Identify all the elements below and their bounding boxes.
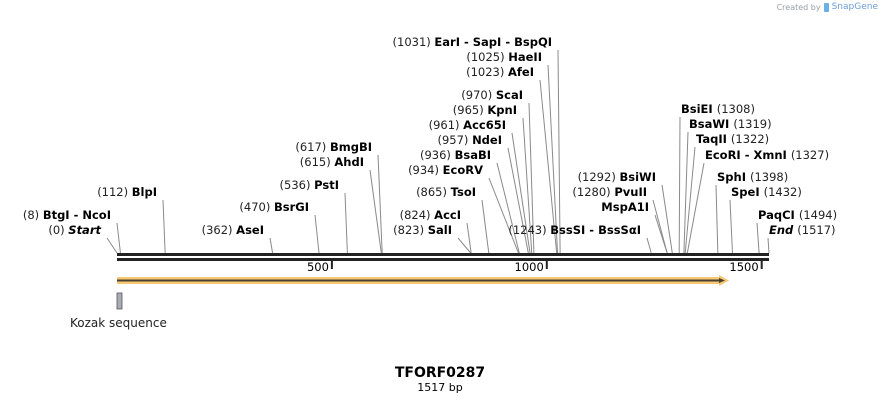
site-ndei[interactable]: (957) NdeI [437, 133, 529, 254]
svg-text:(823) SalI: (823) SalI [393, 223, 452, 237]
ruler-tick [330, 261, 333, 269]
site-eari[interactable]: (1031) EarI - SapI - BspQI [393, 35, 561, 254]
restriction-sites[interactable]: (1031) EarI - SapI - BspQI(1025) HaeII(1… [23, 35, 837, 254]
svg-text:(970) ScaI: (970) ScaI [461, 88, 523, 102]
site-tsoi[interactable]: (865) TsoI [416, 185, 490, 254]
svg-text:(957) NdeI: (957) NdeI [437, 133, 502, 147]
svg-text:(1243) BssSI - BssSαI: (1243) BssSI - BssSαI [508, 223, 641, 237]
credit-prefix: Created by [776, 2, 821, 12]
svg-text:TaqII (1322): TaqII (1322) [696, 132, 769, 146]
site-start[interactable]: (0) Start [48, 223, 118, 254]
site-haeii[interactable]: (1025) HaeII [466, 50, 559, 254]
site-btgi[interactable]: (8) BtgI - NcoI [23, 208, 121, 254]
ruler-tick [760, 261, 763, 269]
svg-text:BsiEI (1308): BsiEI (1308) [681, 102, 755, 116]
svg-text:(824) AccI: (824) AccI [400, 208, 461, 222]
site-afei[interactable]: (1023) AfeI [466, 65, 558, 254]
ruler: 500 1000 1500 [307, 260, 763, 274]
svg-text:MspA1I: MspA1I [601, 200, 649, 214]
svg-text:(865) TsoI: (865) TsoI [416, 185, 476, 199]
backbone [117, 253, 769, 261]
svg-text:(0) Start: (0) Start [48, 223, 101, 237]
svg-text:SphI (1398): SphI (1398) [717, 170, 788, 184]
site-ecorv[interactable]: (934) EcoRV [408, 163, 519, 254]
site-bsabi[interactable]: (936) BsaBI [420, 148, 520, 254]
site-acc65i[interactable]: (961) Acc65I [429, 118, 531, 254]
site-bsrgi[interactable]: (470) BsrGI [239, 200, 320, 254]
sequence-name: TFORF0287 [394, 365, 486, 381]
svg-text:(1292) BsiWI: (1292) BsiWI [578, 170, 656, 184]
svg-text:(536) PstI: (536) PstI [280, 178, 339, 192]
site-ahdi[interactable]: (615) AhdI [300, 155, 382, 254]
site-blpi[interactable]: (112) BlpI [97, 185, 166, 254]
sequence-length: 1517 bp [417, 381, 463, 394]
svg-text:(1025) HaeII: (1025) HaeII [466, 50, 542, 64]
site-bsiwi[interactable]: (1292) BsiWI [578, 170, 673, 254]
site-taqii[interactable]: TaqII (1322) [684, 132, 769, 254]
site-paqci[interactable]: PaqCI (1494) [756, 208, 837, 254]
site-pvuii[interactable]: (1280) PvuII [572, 185, 668, 254]
svg-text:(965) KpnI: (965) KpnI [453, 103, 517, 117]
svg-text:(112) BlpI: (112) BlpI [97, 185, 157, 199]
ruler-tick-label: 1000 [515, 260, 544, 274]
ruler-tick-label: 1500 [729, 260, 758, 274]
ruler-tick [545, 261, 548, 269]
svg-text:(470) BsrGI: (470) BsrGI [239, 200, 309, 214]
site-scai[interactable]: (970) ScaI [461, 88, 535, 254]
site-bsssi[interactable]: (1243) BssSI - BssSαI [508, 223, 652, 254]
site-psti[interactable]: (536) PstI [280, 178, 348, 254]
svg-text:(615) AhdI: (615) AhdI [300, 155, 364, 169]
svg-text:End (1517): End (1517) [769, 223, 836, 237]
ruler-tick-label: 500 [307, 260, 329, 274]
site-acci[interactable]: (824) AccI [400, 208, 472, 254]
svg-text:SpeI (1432): SpeI (1432) [731, 185, 802, 199]
svg-text:(934) EcoRV: (934) EcoRV [408, 163, 483, 177]
site-kpni[interactable]: (965) KpnI [453, 103, 533, 254]
site-bsiei[interactable]: BsiEI (1308) [678, 102, 755, 254]
site-sali[interactable]: (823) SalI [393, 223, 472, 254]
svg-text:(617) BmgBI: (617) BmgBI [295, 140, 372, 154]
svg-text:BsaWI (1319): BsaWI (1319) [689, 117, 772, 131]
snapgene-credit: Created by SnapGene [777, 2, 878, 12]
site-spei[interactable]: SpeI (1432) [729, 185, 802, 254]
kozak-feature-label: Kozak sequence [70, 316, 167, 330]
svg-text:(1031) EarI - SapI - BspQI: (1031) EarI - SapI - BspQI [393, 35, 552, 49]
svg-text:EcoRI - XmnI (1327): EcoRI - XmnI (1327) [705, 148, 829, 162]
snapgene-logo-icon [823, 2, 829, 12]
svg-text:(961) Acc65I: (961) Acc65I [429, 118, 506, 132]
orf-feature[interactable] [117, 275, 729, 286]
svg-text:(8) BtgI - NcoI: (8) BtgI - NcoI [23, 208, 111, 222]
svg-text:PaqCI (1494): PaqCI (1494) [758, 208, 837, 222]
site-bsawi[interactable]: BsaWI (1319) [683, 117, 772, 254]
site-ecori[interactable]: EcoRI - XmnI (1327) [686, 148, 829, 254]
kozak-feature-box[interactable] [116, 292, 123, 310]
credit-brand: SnapGene [831, 2, 878, 12]
svg-text:(1023) AfeI: (1023) AfeI [466, 65, 534, 79]
site-bmgbi[interactable]: (617) BmgBI [295, 140, 383, 254]
site-mspa1i[interactable]: MspA1I [601, 200, 668, 254]
svg-text:(936) BsaBI: (936) BsaBI [420, 148, 491, 162]
site-end[interactable]: End (1517) [767, 223, 836, 254]
site-sphi[interactable]: SphI (1398) [715, 170, 788, 254]
svg-text:(1280) PvuII: (1280) PvuII [572, 185, 647, 199]
svg-text:(362) AseI: (362) AseI [202, 223, 264, 237]
site-asei[interactable]: (362) AseI [202, 223, 274, 254]
